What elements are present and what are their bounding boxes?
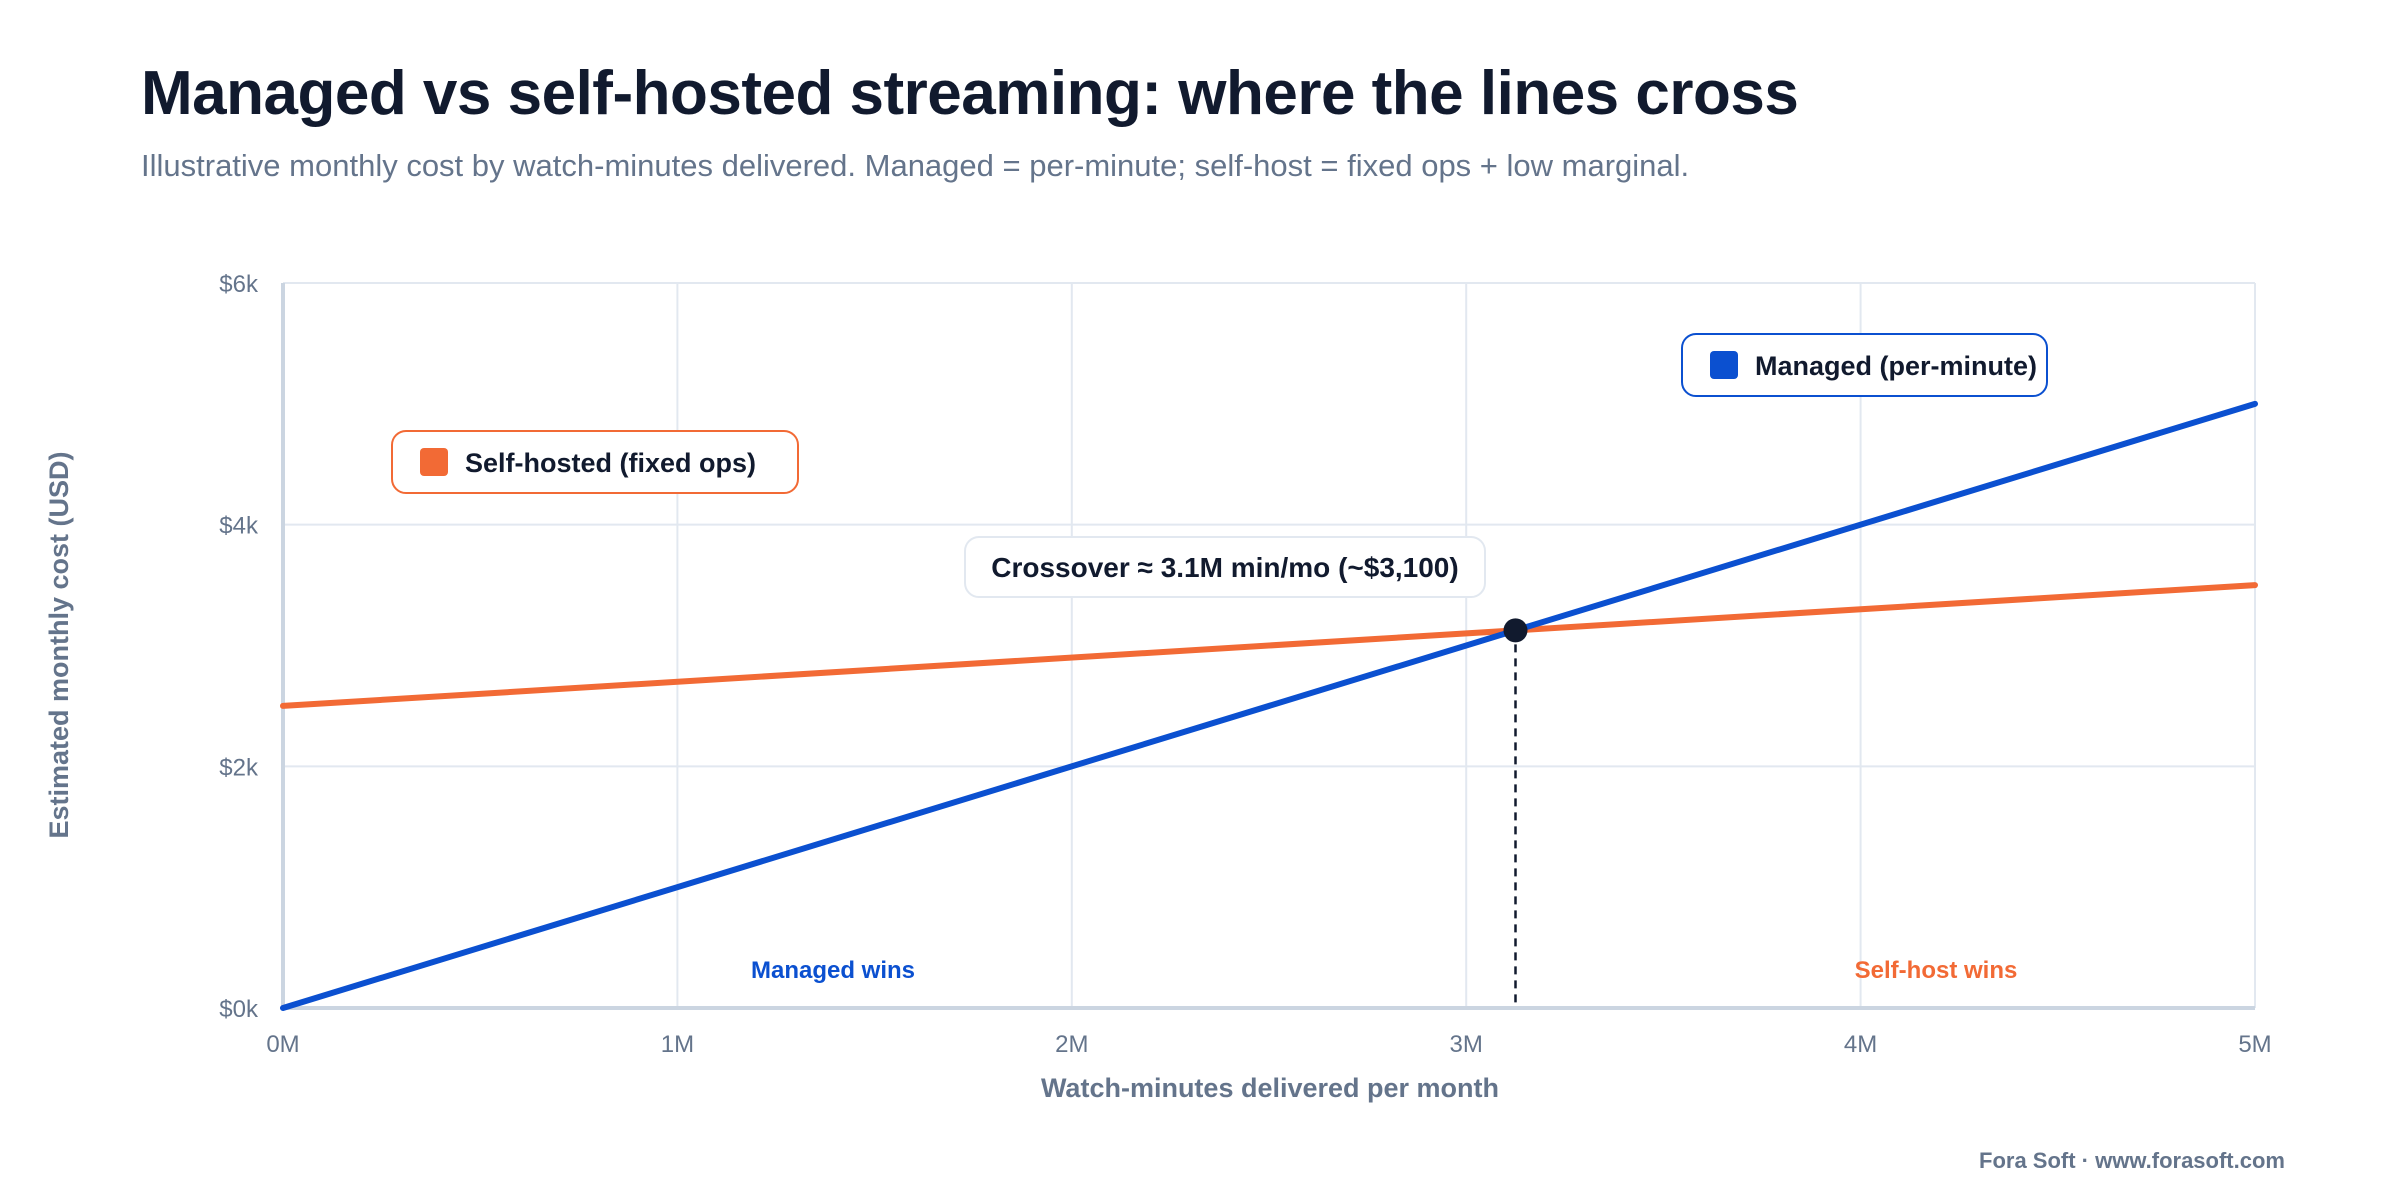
y-tick-label: $0k [219,996,259,1023]
legend-self-hosted-swatch [420,448,448,476]
x-tick-label: 3M [1450,1031,1483,1058]
x-tick-label: 5M [2238,1031,2271,1058]
legend-self-hosted-box [391,430,799,494]
x-tick-labels: 0M 1M 2M 3M 4M 5M [266,1031,2271,1058]
chart-subtitle: Illustrative monthly cost by watch-minut… [141,148,1690,183]
region-label-self-host-wins: Self-host wins [1855,957,2018,984]
crossover-annotation-box [964,536,1486,598]
series-lines [280,400,2258,1011]
y-tick-label: $2k [219,754,259,781]
footer-credit: Fora Soft · www.forasoft.com [1979,1148,2285,1173]
x-tick-label: 1M [661,1031,694,1058]
series-line-self-hosted [280,582,2258,709]
x-tick-label: 2M [1055,1031,1088,1058]
chart-title: Managed vs self-hosted streaming: where … [141,59,1799,128]
y-tick-labels: $0k $2k $4k $6k [219,271,259,1023]
legend-managed-label: Managed (per-minute) [1755,351,2037,381]
region-label-managed-wins: Managed wins [751,957,915,984]
series-line-managed [280,400,2258,1011]
crossover-annotation-label: Crossover ≈ 3.1M min/mo (~$3,100) [991,552,1458,583]
legend-self-hosted-label: Self-hosted (fixed ops) [465,448,756,478]
axes [281,283,2255,1010]
crossover-point [1503,618,1528,643]
crossover-marker: Crossover ≈ 3.1M min/mo (~$3,100) [964,536,1528,643]
y-axis-label: Estimated monthly cost (USD) [44,451,74,838]
legend: Managed (per-minute) Self-hosted (fixed o… [391,333,2048,494]
legend-managed-box [1681,333,2048,397]
legend-managed-swatch [1710,351,1738,379]
x-axis-label: Watch-minutes delivered per month [1041,1073,1499,1103]
y-tick-label: $4k [219,513,259,540]
region-labels: Managed wins Self-host wins [751,957,2017,984]
x-tick-label: 4M [1844,1031,1877,1058]
y-tick-label: $6k [219,271,259,298]
x-tick-label: 0M [266,1031,299,1058]
